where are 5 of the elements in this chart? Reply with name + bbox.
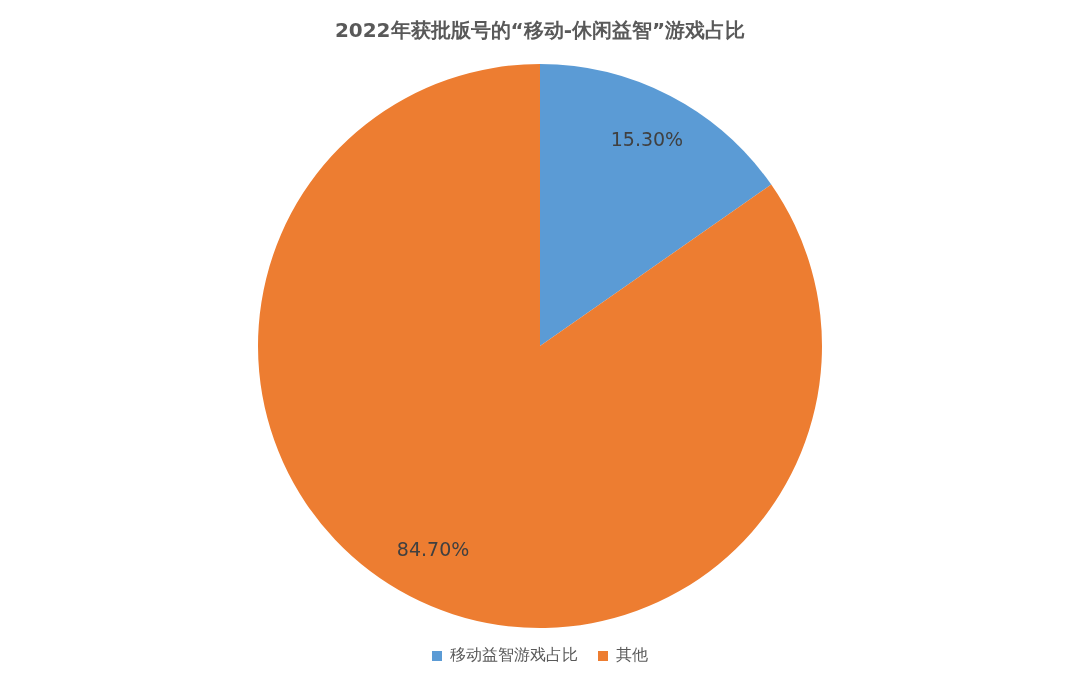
chart-title: 2022年获批版号的“移动-休闲益智”游戏占比 (334, 18, 746, 43)
legend-label: 移动益智游戏占比 (450, 645, 578, 665)
legend-label: 其他 (616, 645, 648, 665)
data-label: 15.30% (610, 127, 684, 150)
data-label: 84.70% (396, 537, 470, 560)
